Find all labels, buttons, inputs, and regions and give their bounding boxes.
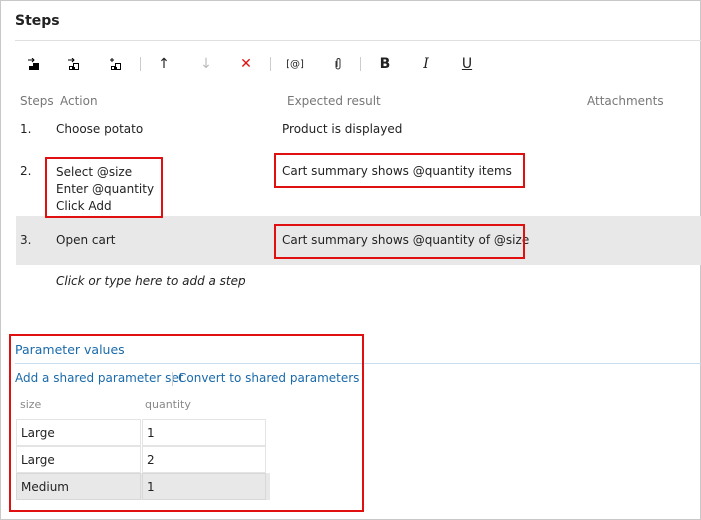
highlight-box	[274, 153, 525, 188]
italic-button[interactable]: I	[423, 56, 429, 72]
bold-button[interactable]: B	[379, 56, 391, 72]
move-up-button[interactable]: ↑	[158, 56, 170, 72]
link-separator	[172, 372, 173, 386]
highlight-box	[274, 224, 525, 259]
param-cell-quantity[interactable]: 1	[142, 419, 266, 446]
param-column-size: size	[20, 398, 42, 411]
step-expected[interactable]: Product is displayed	[282, 122, 403, 136]
step-number: 3.	[20, 233, 32, 247]
move-down-button[interactable]: ↓	[200, 56, 212, 72]
action-line: Select @size	[56, 165, 133, 179]
header-attachments: Attachments	[587, 94, 664, 108]
create-shared-steps-button[interactable]	[105, 54, 127, 74]
step-action[interactable]: Open cart	[56, 233, 116, 247]
delete-step-button[interactable]: ✕	[240, 56, 252, 72]
toolbar-separator	[270, 57, 271, 71]
action-line: Click Add	[56, 199, 112, 213]
insert-step-button[interactable]	[23, 54, 45, 74]
attach-button[interactable]	[327, 54, 349, 74]
param-cell-size[interactable]: Medium	[16, 473, 141, 500]
divider	[15, 40, 701, 41]
add-shared-parameter-set-link[interactable]: Add a shared parameter set	[15, 371, 184, 385]
parameter-values-title: Parameter values	[15, 342, 125, 357]
param-cell-quantity[interactable]: 1	[142, 473, 266, 500]
paperclip-icon	[335, 58, 341, 70]
panel-title: Steps	[15, 13, 60, 29]
step-action[interactable]: Select @size Enter @quantity Click Add	[56, 164, 154, 215]
highlight-box	[45, 157, 163, 218]
toolbar-separator	[140, 57, 141, 71]
action-line: Enter @quantity	[56, 182, 155, 196]
add-step-hint[interactable]: Click or type here to add a step	[56, 274, 246, 288]
underline-button[interactable]: U	[461, 56, 473, 72]
step-action[interactable]: Choose potato	[56, 122, 144, 136]
insert-parameter-button[interactable]: [@]	[286, 58, 304, 70]
highlight-box	[9, 334, 364, 512]
toolbar-separator	[360, 57, 361, 71]
header-steps: Steps	[20, 94, 54, 108]
param-cell-size[interactable]: Large	[16, 419, 141, 446]
step-number: 1.	[20, 122, 32, 136]
param-column-quantity: quantity	[145, 398, 191, 411]
param-cell-quantity[interactable]: 2	[142, 446, 266, 473]
header-action: Action	[60, 94, 98, 108]
convert-to-shared-parameters-link[interactable]: Convert to shared parameters	[178, 371, 360, 385]
insert-shared-steps-button[interactable]	[63, 54, 85, 74]
step-expected[interactable]: Cart summary shows @quantity items	[282, 164, 512, 178]
param-cell-size[interactable]: Large	[16, 446, 141, 473]
divider	[15, 363, 701, 364]
step-expected[interactable]: Cart summary shows @quantity of @size	[282, 233, 530, 247]
step-number: 2.	[20, 164, 32, 178]
header-expected: Expected result	[287, 94, 381, 108]
